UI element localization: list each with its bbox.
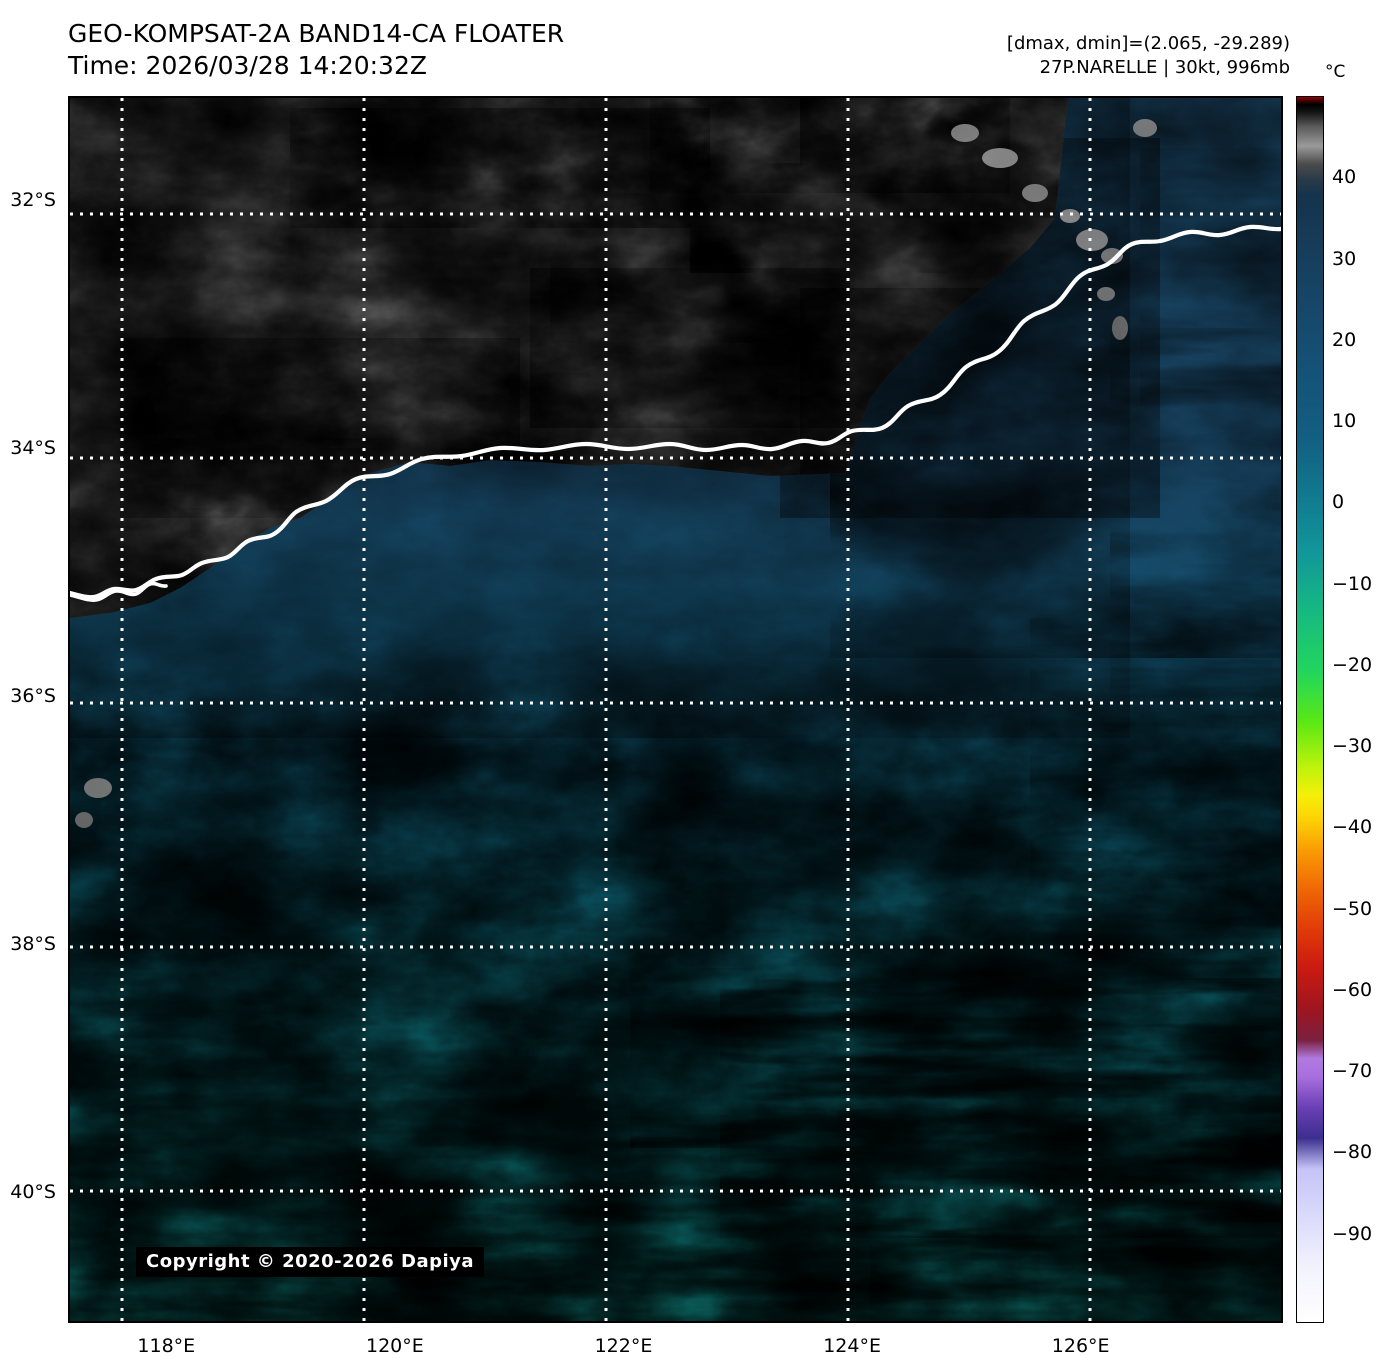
- y-tick-2: 36°S: [10, 684, 56, 707]
- metadata-block: [dmax, dmin]=(2.065, -29.289) 27P.NARELL…: [1007, 32, 1290, 80]
- storm-info-label: 27P.NARELLE | 30kt, 996mb: [1039, 57, 1290, 78]
- x-tick-0: 118°E: [137, 1335, 196, 1357]
- x-tick-4: 126°E: [1051, 1335, 1110, 1357]
- colorbar-tick-13: −90: [1332, 1222, 1373, 1245]
- colorbar[interactable]: [1296, 96, 1324, 1323]
- coastline-inlet: [70, 581, 168, 602]
- x-tick-3: 124°E: [823, 1335, 881, 1357]
- colorbar-gradient: [1297, 97, 1323, 1322]
- page-title: GEO-KOMPSAT-2A BAND14-CA FLOATER: [68, 19, 565, 48]
- colorbar-unit-label: °C: [1325, 62, 1346, 82]
- colorbar-tick-10: −60: [1332, 978, 1373, 1001]
- x-tick-1: 120°E: [366, 1335, 424, 1357]
- colorbar-tick-8: −40: [1332, 816, 1373, 839]
- colorbar-tick-11: −70: [1332, 1060, 1373, 1083]
- colorbar-tick-0: 40: [1332, 166, 1357, 189]
- colorbar-tick-7: −30: [1332, 735, 1373, 758]
- coastline: [70, 224, 1281, 600]
- dmax-dmin-label: [dmax, dmin]=(2.065, -29.289): [1006, 33, 1290, 54]
- timestamp-label: Time: 2026/03/28 14:20:32Z: [68, 51, 427, 80]
- colorbar-tick-6: −20: [1332, 653, 1373, 676]
- colorbar-tick-12: −80: [1332, 1141, 1373, 1164]
- gridlines: [70, 98, 1281, 1321]
- colorbar-tick-2: 20: [1332, 328, 1357, 351]
- y-tick-3: 38°S: [10, 932, 56, 955]
- colorbar-tick-5: −10: [1332, 572, 1373, 595]
- colorbar-tick-9: −50: [1332, 897, 1373, 920]
- y-tick-4: 40°S: [10, 1180, 56, 1203]
- colorbar-tick-3: 10: [1332, 410, 1357, 433]
- copyright-badge: Copyright © 2020-2026 Dapiya: [136, 1247, 485, 1277]
- colorbar-tick-4: 0: [1332, 491, 1345, 514]
- satellite-image-plot[interactable]: Copyright © 2020-2026 Dapiya: [68, 96, 1283, 1323]
- satellite-raster: [70, 98, 1281, 1321]
- y-tick-0: 32°S: [10, 189, 56, 212]
- y-tick-1: 34°S: [10, 436, 56, 459]
- title-block: GEO-KOMPSAT-2A BAND14-CA FLOATER Time: 2…: [68, 18, 564, 82]
- colorbar-tick-1: 30: [1332, 247, 1357, 270]
- x-tick-2: 122°E: [594, 1335, 653, 1357]
